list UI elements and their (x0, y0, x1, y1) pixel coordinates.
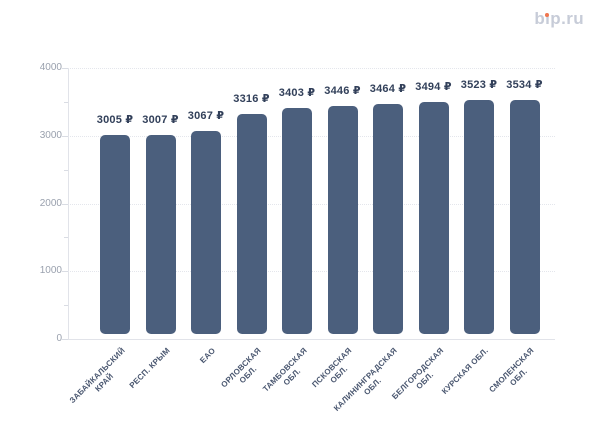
x-tick-label: ЗАБАЙКАЛЬСКИЙ КРАЙ (67, 346, 127, 406)
bar (191, 131, 221, 334)
bar-value-label: 3446 ₽ (324, 84, 361, 97)
x-tick-label: ТАМБОВСКАЯ ОБЛ. (260, 346, 309, 394)
bar-value-label: 3403 ₽ (278, 87, 316, 100)
y-major-tick (62, 203, 68, 205)
y-minor-tick (64, 169, 68, 171)
bar-value-label: 3534 ₽ (506, 78, 543, 91)
y-gridline (68, 68, 555, 69)
bar (100, 135, 130, 334)
bar-value-label: 3007 ₽ (142, 114, 179, 127)
bar-value-label: 3494 ₽ (415, 81, 452, 94)
y-tick-label: 3000 (39, 129, 62, 141)
x-tick-label: ЕАО (198, 346, 218, 365)
x-axis-line (68, 339, 555, 340)
bar (373, 104, 403, 334)
bar-value-label: 3005 ₽ (96, 114, 134, 127)
y-major-tick (62, 135, 68, 137)
y-tick-label: 4000 (39, 62, 62, 73)
bar (236, 114, 267, 334)
y-tick-label: 1000 (39, 265, 62, 277)
x-tick-label: КУРСКАЯ ОБЛ. (440, 346, 491, 396)
bar-value-label: 3464 ₽ (369, 83, 407, 96)
bar (145, 135, 176, 334)
y-tick-label: 0 (56, 333, 62, 344)
logo-i-dot-icon (545, 13, 550, 17)
bar-value-label: 3316 ₽ (233, 93, 270, 106)
x-tick-label: РЕСП. КРЫМ (127, 346, 172, 391)
bar (282, 108, 312, 334)
y-tick-label: 2000 (39, 197, 62, 209)
y-minor-tick (64, 237, 68, 239)
y-minor-tick (64, 101, 68, 103)
bar-value-label: 3067 ₽ (187, 110, 225, 123)
y-major-tick (62, 68, 68, 69)
logo-text: bıp.ru (534, 9, 584, 28)
x-tick-label: СМОЛЕНСКАЯ ОБЛ. (487, 346, 536, 395)
bar (464, 100, 494, 334)
y-major-tick (62, 339, 68, 340)
bar (327, 105, 358, 334)
bip-ru-logo[interactable]: bıp.ru (534, 9, 584, 29)
y-major-tick (62, 271, 68, 273)
bar (418, 102, 449, 334)
bar-value-label: 3523 ₽ (460, 79, 498, 92)
y-minor-tick (64, 305, 68, 307)
bar (509, 99, 540, 334)
